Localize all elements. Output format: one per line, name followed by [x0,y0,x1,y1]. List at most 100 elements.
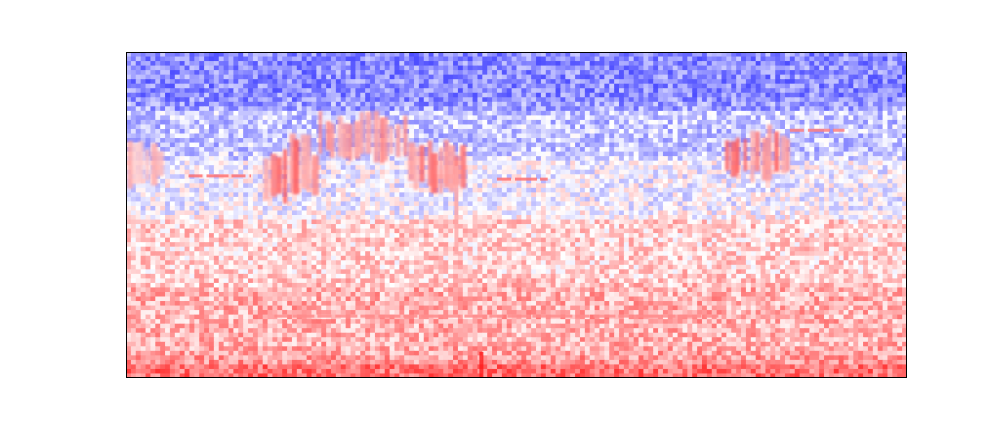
heatmap-cell [370,74,376,80]
heatmap-cell [287,192,293,198]
heatmap-cell [194,124,200,130]
heatmap-cell [462,88,469,94]
heatmap-cell [126,70,132,76]
heatmap-cell [311,92,317,98]
heatmap-cell [575,74,581,80]
heatmap-cell [770,110,776,116]
heatmap-cell [516,138,522,144]
heatmap-cell [316,88,322,94]
heatmap-cell [570,160,576,166]
heatmap-cell [789,79,796,85]
heatmap-cell [575,119,581,126]
heatmap-cell [252,156,259,162]
heatmap-cell [301,56,308,62]
heatmap-cell [750,52,757,58]
heatmap-cell [418,101,425,107]
heatmap-cell [135,187,142,193]
heatmap-cell [165,147,171,153]
heatmap-cell [350,124,357,130]
heatmap-cell [863,169,869,175]
heatmap-cell [404,160,410,166]
heatmap-cell [399,101,405,107]
heatmap-cell [550,178,557,184]
heatmap-cell [750,187,757,193]
heatmap-cell [165,79,171,85]
heatmap-cell [248,151,254,157]
heatmap-cell [169,128,176,135]
heatmap-cell [897,160,903,166]
heatmap-cell [184,160,191,166]
heatmap-cell [487,115,493,121]
heatmap-cell [467,65,474,71]
heatmap-cell [565,97,571,103]
heatmap-cell [267,160,274,166]
heatmap-cell [784,115,791,121]
heatmap-cell [565,88,571,94]
heatmap-cell [711,101,718,107]
heatmap-cell [575,88,581,94]
heatmap-cell [218,101,225,107]
heatmap-cell [579,124,586,130]
heatmap-cell [506,178,513,184]
heatmap-cell [594,156,601,162]
heatmap-cell [682,147,688,153]
heatmap-cell [638,128,645,135]
heatmap-cell [208,97,215,103]
heatmap-cell [355,65,361,71]
heatmap-cell [736,88,742,94]
heatmap-cell [589,165,596,171]
heatmap-cell [687,183,693,189]
heatmap-cell [516,128,522,135]
heatmap-cell [828,142,835,148]
heatmap-cell [716,56,723,62]
heatmap-cell [536,178,542,184]
heatmap-cell [179,124,186,130]
heatmap-cell [345,183,352,189]
heatmap-cell [423,142,430,148]
heatmap-cell [638,151,645,157]
heatmap-cell [238,178,244,184]
heatmap-cell [619,178,625,184]
heatmap-cell [828,138,835,144]
heatmap-cell [287,56,293,62]
heatmap-cell [701,52,708,58]
heatmap-cell [882,165,889,171]
heatmap-cell [575,97,581,103]
heatmap-cell [443,101,449,107]
heatmap-cell [326,74,332,80]
heatmap-cell [672,119,679,126]
heatmap-cell [208,101,215,107]
heatmap-cell [648,124,654,130]
heatmap-cell [243,74,249,80]
heatmap-cell [697,187,703,193]
heatmap-cell [291,192,298,198]
heatmap-cell [848,79,854,85]
heatmap-cell [189,97,195,103]
heatmap-cell [623,119,630,126]
heatmap-cell [692,83,698,89]
heatmap-cell [311,115,317,121]
heatmap-cell [765,65,771,71]
heatmap-cell [633,151,640,157]
heatmap-cell [560,174,566,180]
heatmap-cell [858,65,864,71]
heatmap-cell [399,128,405,135]
heatmap-cell [575,70,581,76]
heatmap-cell [267,79,274,85]
heatmap-cell [682,151,688,157]
heatmap-cell [726,79,732,85]
heatmap-cell [453,110,459,116]
heatmap-cell [814,142,820,148]
heatmap-cell [887,106,893,112]
heatmap-cell [804,61,810,67]
heatmap-cell [331,101,337,107]
heatmap-cell [350,178,357,184]
heatmap-cell [726,88,732,94]
heatmap-cell [877,138,884,144]
heatmap-cell [902,142,907,148]
heatmap-cell [682,169,688,175]
heatmap-cell [628,74,635,80]
heatmap-cell [526,52,532,58]
heatmap-cell [453,56,459,62]
heatmap-cell [604,151,610,157]
